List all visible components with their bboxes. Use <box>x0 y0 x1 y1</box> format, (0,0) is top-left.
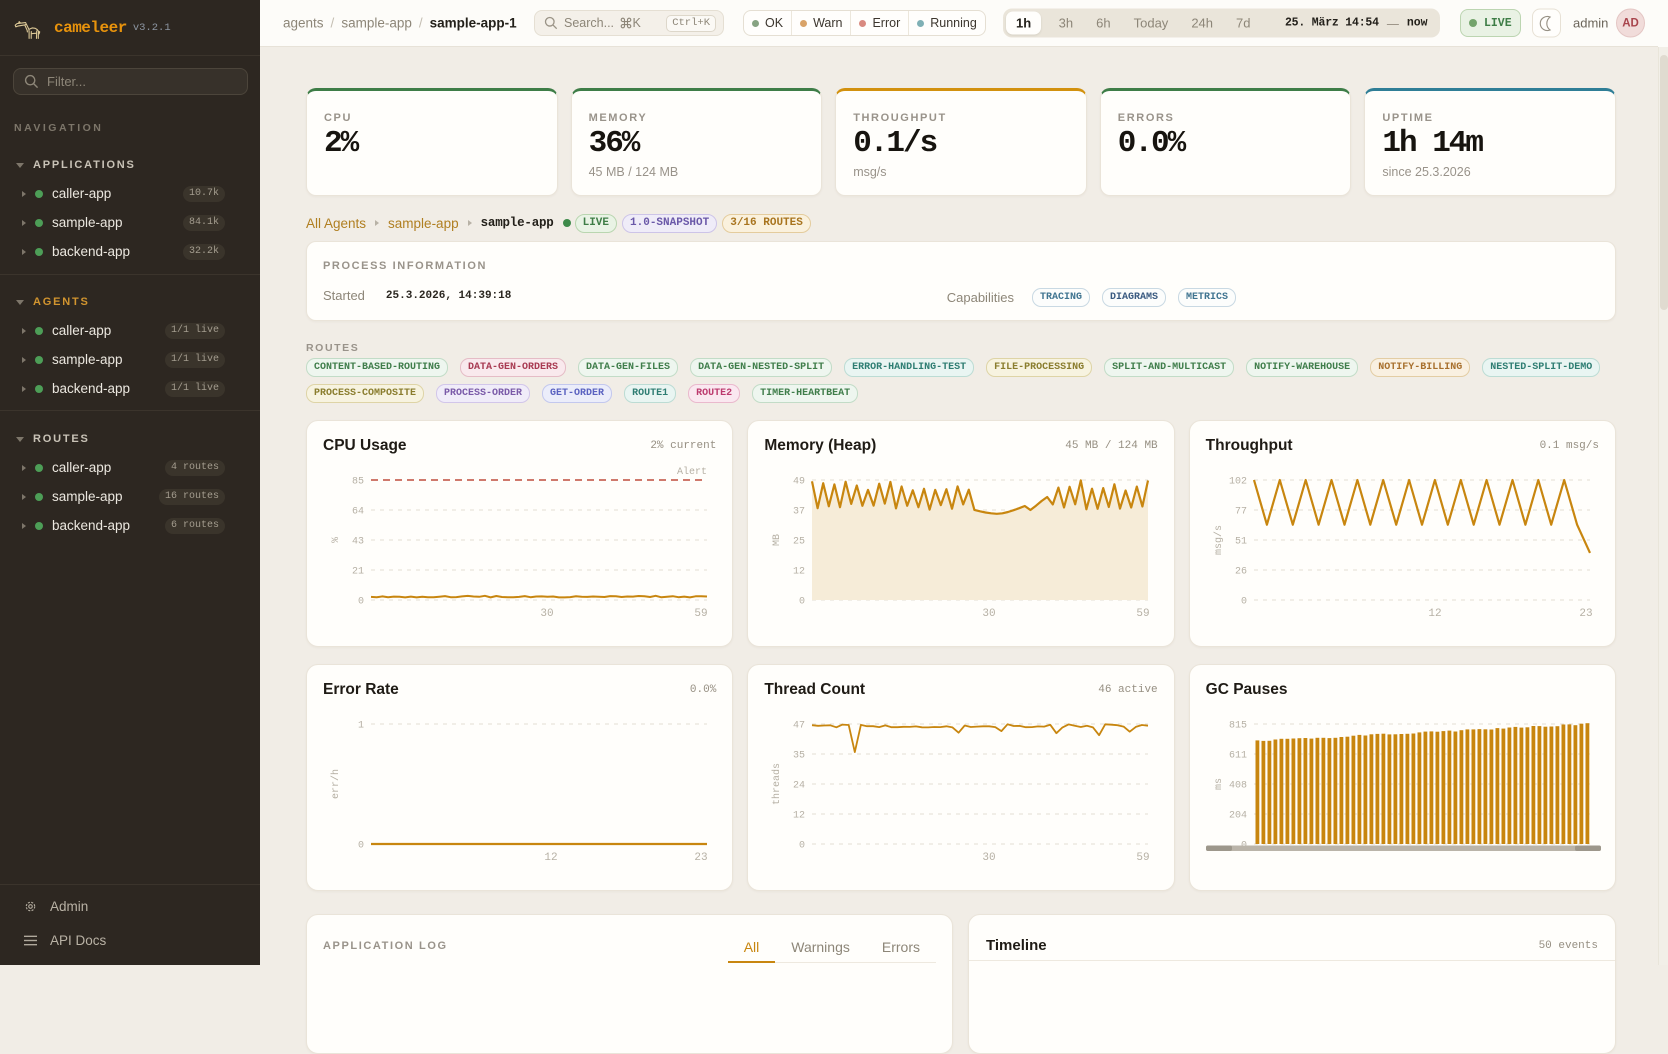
svg-text:Alert: Alert <box>677 466 707 478</box>
svg-text:0: 0 <box>1241 597 1247 608</box>
svg-text:12: 12 <box>793 567 805 578</box>
svg-text:err/h: err/h <box>330 769 342 799</box>
svg-text:26: 26 <box>1235 567 1247 578</box>
svg-text:23: 23 <box>694 852 707 864</box>
svg-text:35: 35 <box>793 751 805 762</box>
svg-text:msg/s: msg/s <box>1213 525 1225 555</box>
svg-text:30: 30 <box>983 608 996 620</box>
svg-text:0: 0 <box>358 597 364 608</box>
svg-text:12: 12 <box>793 811 805 822</box>
svg-text:59: 59 <box>1137 852 1150 864</box>
svg-text:MB: MB <box>772 534 783 546</box>
svg-text:611: 611 <box>1229 751 1247 762</box>
svg-text:0: 0 <box>799 841 805 852</box>
svg-text:0: 0 <box>799 597 805 608</box>
svg-text:ms: ms <box>1214 778 1225 790</box>
svg-text:30: 30 <box>983 852 996 864</box>
svg-text:24: 24 <box>793 781 805 792</box>
svg-text:47: 47 <box>793 721 805 732</box>
svg-text:12: 12 <box>544 852 557 864</box>
svg-text:21: 21 <box>352 567 364 578</box>
svg-text:1: 1 <box>358 721 364 732</box>
svg-text:64: 64 <box>352 507 364 518</box>
svg-text:43: 43 <box>352 537 364 548</box>
svg-text:0: 0 <box>358 841 364 852</box>
svg-text:51: 51 <box>1235 537 1247 548</box>
svg-text:threads: threads <box>771 763 783 805</box>
svg-text:815: 815 <box>1229 721 1247 732</box>
svg-text:37: 37 <box>793 507 805 518</box>
svg-text:59: 59 <box>694 608 707 620</box>
svg-text:12: 12 <box>1428 608 1441 620</box>
svg-text:23: 23 <box>1579 608 1592 620</box>
svg-text:77: 77 <box>1235 507 1247 518</box>
svg-text:102: 102 <box>1229 477 1247 488</box>
svg-text:85: 85 <box>352 477 364 488</box>
svg-text:204: 204 <box>1229 811 1247 822</box>
svg-text:%: % <box>331 537 342 543</box>
svg-text:49: 49 <box>793 477 805 488</box>
svg-text:59: 59 <box>1137 608 1150 620</box>
svg-text:408: 408 <box>1229 781 1247 792</box>
svg-text:30: 30 <box>540 608 553 620</box>
svg-text:25: 25 <box>793 537 805 548</box>
